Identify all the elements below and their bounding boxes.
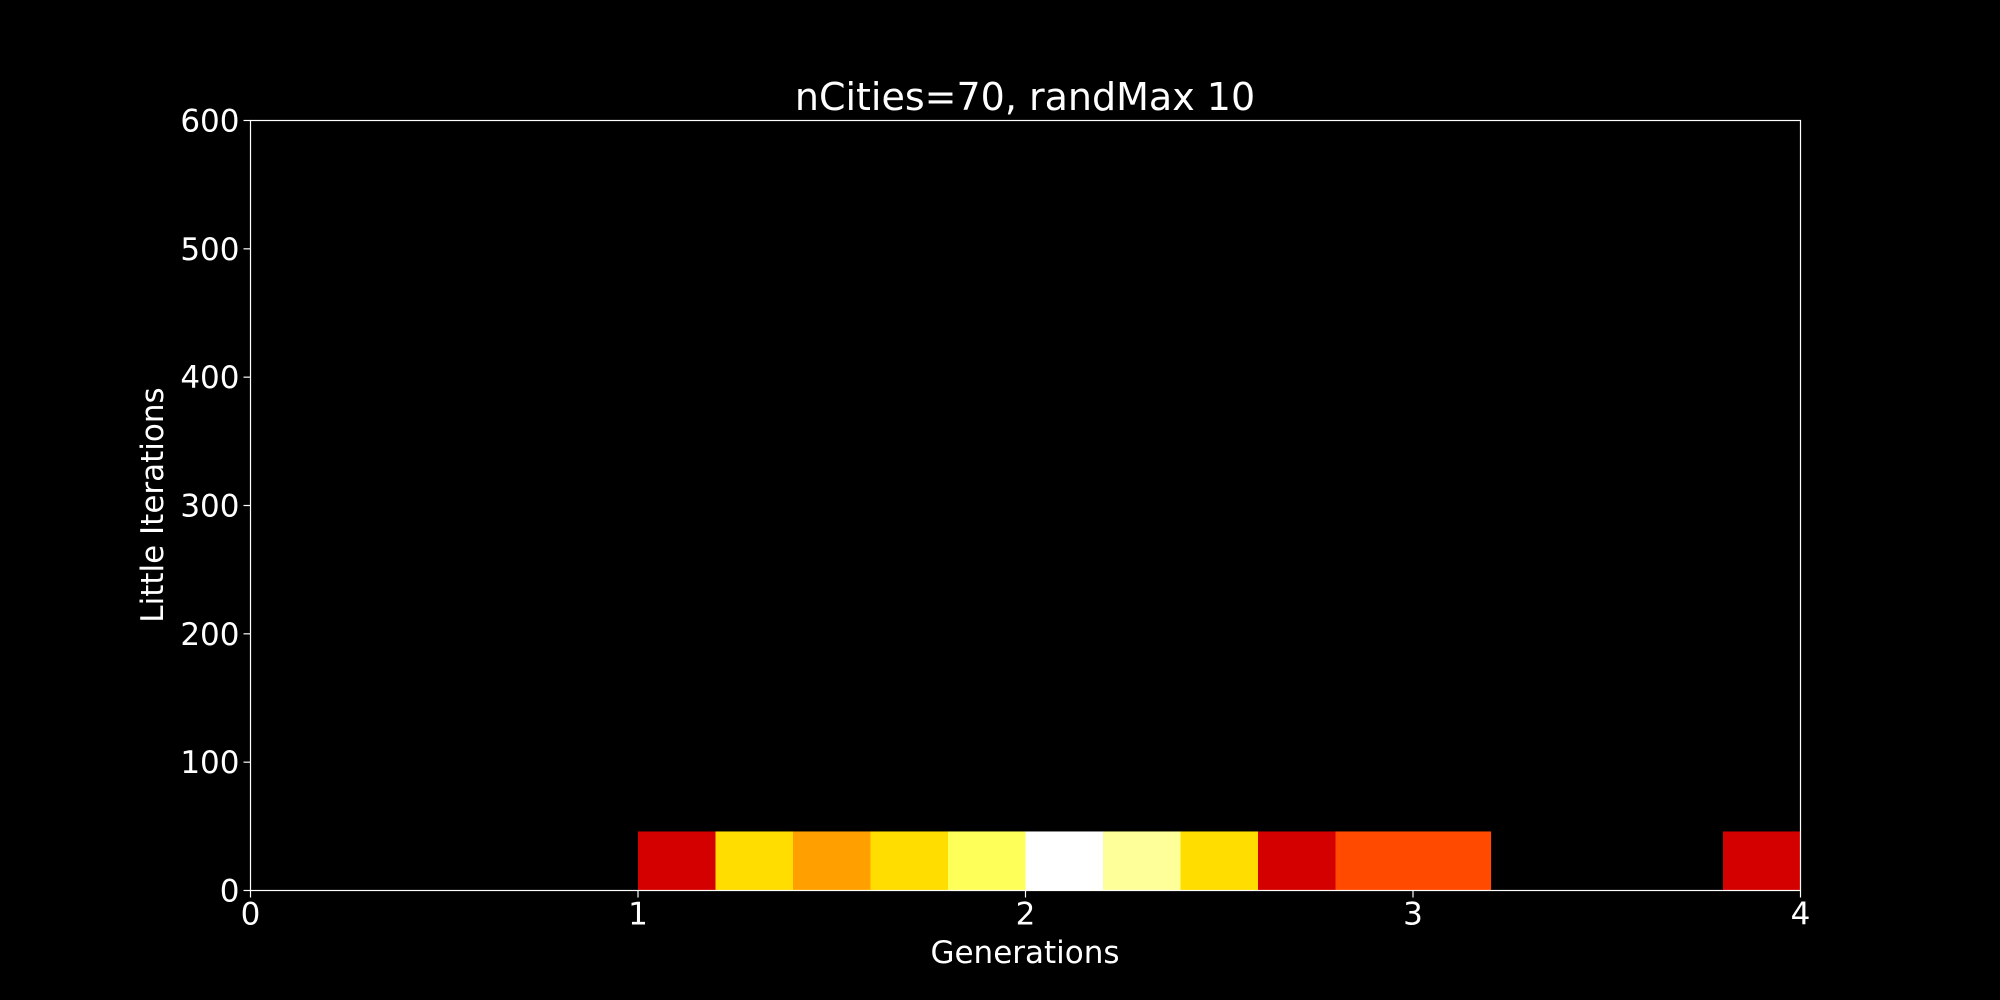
y-axis-ticks: 0 100 200 300 400 500 600 [180, 104, 251, 910]
y-tick-label-4: 400 [180, 360, 239, 396]
heatmap-cell-2 [793, 831, 872, 891]
y-tick-label-1: 100 [180, 745, 239, 781]
x-tick-label-3: 3 [1403, 897, 1423, 933]
heatmap-cell-7 [1180, 831, 1259, 891]
heatmap-cell-6 [1103, 831, 1182, 891]
chart-title: nCities=70, randMax 10 [795, 75, 1255, 119]
heatmap-cell-8 [1258, 831, 1337, 891]
heatmap-cell-1 [715, 831, 794, 891]
x-axis-ticks: 0 1 2 3 4 [241, 890, 1811, 933]
heatmap-cell-9 [1335, 831, 1414, 891]
heatmap-cell-11 [1723, 831, 1802, 891]
x-tick-label-2: 2 [1016, 897, 1036, 933]
heatmap-cell-5 [1025, 831, 1104, 891]
heatmap-cell-10 [1413, 831, 1492, 891]
x-axis-title: Generations [930, 935, 1119, 971]
y-tick-label-5: 500 [180, 232, 239, 268]
y-tick-label-3: 300 [180, 489, 239, 525]
y-axis-title: Little Iterations [135, 387, 171, 622]
x-tick-label-0: 0 [241, 897, 261, 933]
y-tick-label-0: 0 [220, 874, 240, 910]
y-tick-label-2: 200 [180, 617, 239, 653]
heatmap-cells [638, 831, 1802, 891]
x-tick-label-1: 1 [628, 897, 648, 933]
y-tick-label-6: 600 [180, 104, 239, 140]
heatmap-cell-0 [638, 831, 717, 891]
heatmap-cell-3 [870, 831, 949, 891]
x-tick-label-4: 4 [1791, 897, 1811, 933]
heatmap-cell-4 [948, 831, 1027, 891]
